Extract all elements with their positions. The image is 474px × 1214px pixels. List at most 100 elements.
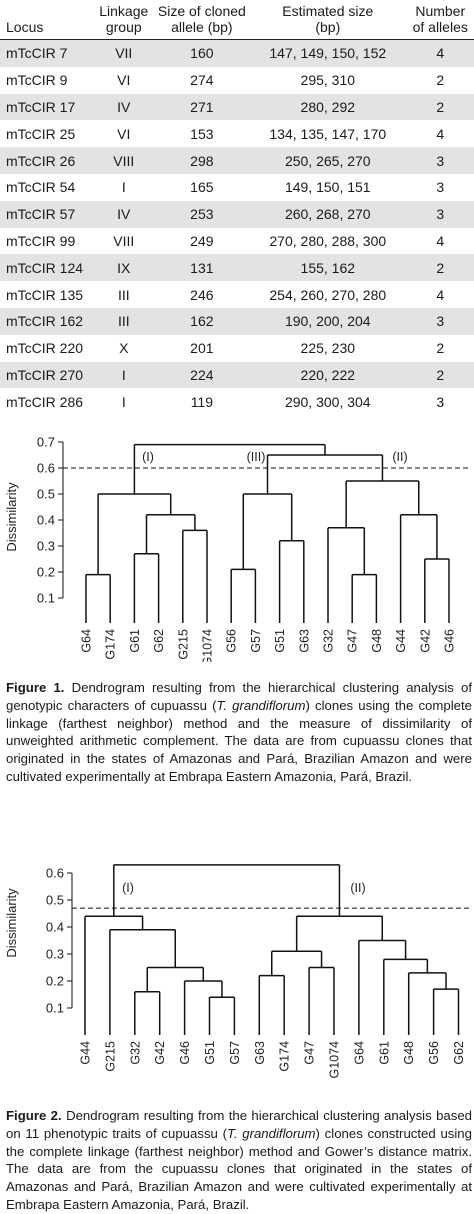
leaf-label: G32 xyxy=(128,1041,142,1065)
table-header-row: Locus Linkage group Size of cloned allele … xyxy=(0,0,474,40)
y-tick-label: 0.3 xyxy=(46,947,64,962)
y-tick-label: 0.5 xyxy=(37,487,55,502)
cell-number-of-alleles: 2 xyxy=(436,366,445,383)
cell-estimated-size: 155, 162 xyxy=(300,259,356,276)
table-row: mTcCIR 57 IV 253 260, 268, 270 3 xyxy=(0,200,474,228)
leaf-label: G61 xyxy=(377,1041,391,1065)
cell-estimated-size: 270, 280, 288, 300 xyxy=(269,232,387,249)
leaf-label: G51 xyxy=(203,1041,217,1065)
cell-cloned-size: 249 xyxy=(190,232,214,249)
leaf-label: G62 xyxy=(152,629,166,653)
leaf-label: G1074 xyxy=(328,1041,342,1079)
table-row: mTcCIR 124 IX 131 155, 162 2 xyxy=(0,254,474,282)
cell-number-of-alleles: 4 xyxy=(436,286,445,303)
cell-locus: mTcCIR 9 xyxy=(6,72,68,89)
table-row: mTcCIR 286 I 119 290, 300, 304 3 xyxy=(0,388,474,416)
cell-linkage-group: VIII xyxy=(113,152,135,169)
leaf-label: G42 xyxy=(418,629,432,653)
leaf-label: G215 xyxy=(103,1041,117,1072)
y-tick-label: 0.3 xyxy=(37,539,55,554)
cell-cloned-size: 119 xyxy=(190,393,214,410)
cell-locus: mTcCIR 162 xyxy=(6,313,84,330)
cell-locus: mTcCIR 7 xyxy=(6,45,68,62)
cell-locus: mTcCIR 17 xyxy=(6,98,76,115)
table-row: mTcCIR 7 VII 160 147, 149, 150, 152 4 xyxy=(0,39,474,67)
cell-locus: mTcCIR 220 xyxy=(6,340,84,357)
leaf-label: G215 xyxy=(176,629,190,660)
cell-cloned-size: 253 xyxy=(190,206,214,223)
leaf-label: G42 xyxy=(153,1041,167,1065)
leaf-label: G46 xyxy=(178,1041,192,1065)
cell-number-of-alleles: 4 xyxy=(436,232,445,249)
cell-cloned-size: 271 xyxy=(190,98,214,115)
table-row: mTcCIR 162 III 162 190, 200, 204 3 xyxy=(0,307,474,335)
cell-number-of-alleles: 2 xyxy=(436,98,445,115)
leaf-label: G56 xyxy=(225,629,239,653)
leaf-label: G174 xyxy=(104,629,118,660)
cell-linkage-group: III xyxy=(117,286,130,303)
y-tick-label: 0.1 xyxy=(46,1001,64,1016)
header-estimated-size: Estimated size (bp) xyxy=(282,3,374,35)
table-body: mTcCIR 7 VII 160 147, 149, 150, 152 4 mTcCIR … xyxy=(0,39,474,416)
cluster-group-label: (III) xyxy=(247,450,266,464)
table-row: mTcCIR 135 III 246 254, 260, 270, 280 4 xyxy=(0,281,474,308)
caption-text: Dendrogram resulting from the hierarchic… xyxy=(6,1108,473,1141)
cell-cloned-size: 274 xyxy=(190,72,214,89)
cell-locus: mTcCIR 135 xyxy=(6,286,84,303)
leaf-label: G51 xyxy=(273,629,287,653)
caption-text: ) clones constructed using the complete … xyxy=(6,1125,472,1212)
cell-locus: mTcCIR 99 xyxy=(6,232,76,249)
table-row: mTcCIR 26 VIII 298 250, 265, 270 3 xyxy=(0,147,474,174)
leaf-label: G1074 xyxy=(201,629,215,662)
cell-linkage-group: IX xyxy=(117,259,131,276)
y-tick-label: 0.1 xyxy=(37,591,55,606)
cell-cloned-size: 201 xyxy=(190,340,214,357)
leaf-label: G56 xyxy=(427,1041,441,1065)
leaf-label: G64 xyxy=(352,1041,366,1065)
cell-estimated-size: 295, 310 xyxy=(300,72,356,89)
y-tick-label: 0.7 xyxy=(37,435,55,450)
table-row: mTcCIR 99 VIII 249 270, 280, 288, 300 4 xyxy=(0,227,474,255)
cell-number-of-alleles: 2 xyxy=(436,340,445,357)
header-number-of-alleles: Number of alleles xyxy=(412,3,468,35)
leaf-label: G47 xyxy=(346,629,360,653)
leaf-label: G47 xyxy=(303,1041,317,1065)
leaf-label: G63 xyxy=(253,1041,267,1065)
figure-1: 0.7 0.6 0.5 0.4 0.3 0.2 0.1 Dissimilarity G64 G17… xyxy=(0,430,474,667)
leaf-label: G174 xyxy=(278,1041,292,1072)
cell-linkage-group: I xyxy=(121,393,126,410)
cell-estimated-size: 280, 292 xyxy=(300,98,356,115)
cell-number-of-alleles: 3 xyxy=(436,313,445,330)
caption-text: Dendrogram resulting from the hierarchic… xyxy=(6,680,472,713)
y-axis-title: Dissimilarity xyxy=(4,888,19,958)
y-tick-label: 0.5 xyxy=(46,893,64,908)
cell-number-of-alleles: 2 xyxy=(436,72,445,89)
table-row: mTcCIR 17 IV 271 280, 292 2 xyxy=(0,93,474,121)
dendrogram-figure-2: 0.6 0.5 0.4 0.3 0.2 0.1 Dissimilarity G44 G215 G3… xyxy=(4,864,470,1079)
cell-linkage-group: IV xyxy=(117,206,131,223)
cell-cloned-size: 160 xyxy=(190,45,214,62)
cell-locus: mTcCIR 26 xyxy=(6,152,76,169)
table-row: mTcCIR 9 VI 274 295, 310 2 xyxy=(0,66,474,94)
cell-estimated-size: 225, 230 xyxy=(300,340,356,357)
y-tick-label: 0.6 xyxy=(37,461,55,476)
y-tick-label: 0.6 xyxy=(46,866,64,881)
caption-text: ) clones using the complete linkage (far… xyxy=(6,697,472,784)
cell-estimated-size: 260, 268, 270 xyxy=(284,206,371,223)
leaf-label: G61 xyxy=(128,629,142,653)
cell-locus: mTcCIR 54 xyxy=(6,179,76,196)
header-locus: Locus xyxy=(6,19,44,35)
table-row: mTcCIR 25 VI 153 134, 135, 147, 170 4 xyxy=(0,120,474,148)
cell-locus: mTcCIR 57 xyxy=(6,206,76,223)
cell-locus: mTcCIR 270 xyxy=(6,366,84,383)
header-linkage-group: Linkage group xyxy=(99,3,149,35)
cell-cloned-size: 131 xyxy=(190,259,214,276)
y-tick-label: 0.2 xyxy=(37,565,55,580)
cell-estimated-size: 190, 200, 204 xyxy=(284,313,371,330)
figure-2-label: Figure 2. xyxy=(6,1108,62,1123)
cell-cloned-size: 298 xyxy=(190,152,214,169)
cell-cloned-size: 165 xyxy=(190,179,214,196)
cell-linkage-group: VII xyxy=(115,45,133,62)
cell-estimated-size: 149, 150, 151 xyxy=(284,179,371,196)
leaf-label: G62 xyxy=(452,1041,466,1065)
